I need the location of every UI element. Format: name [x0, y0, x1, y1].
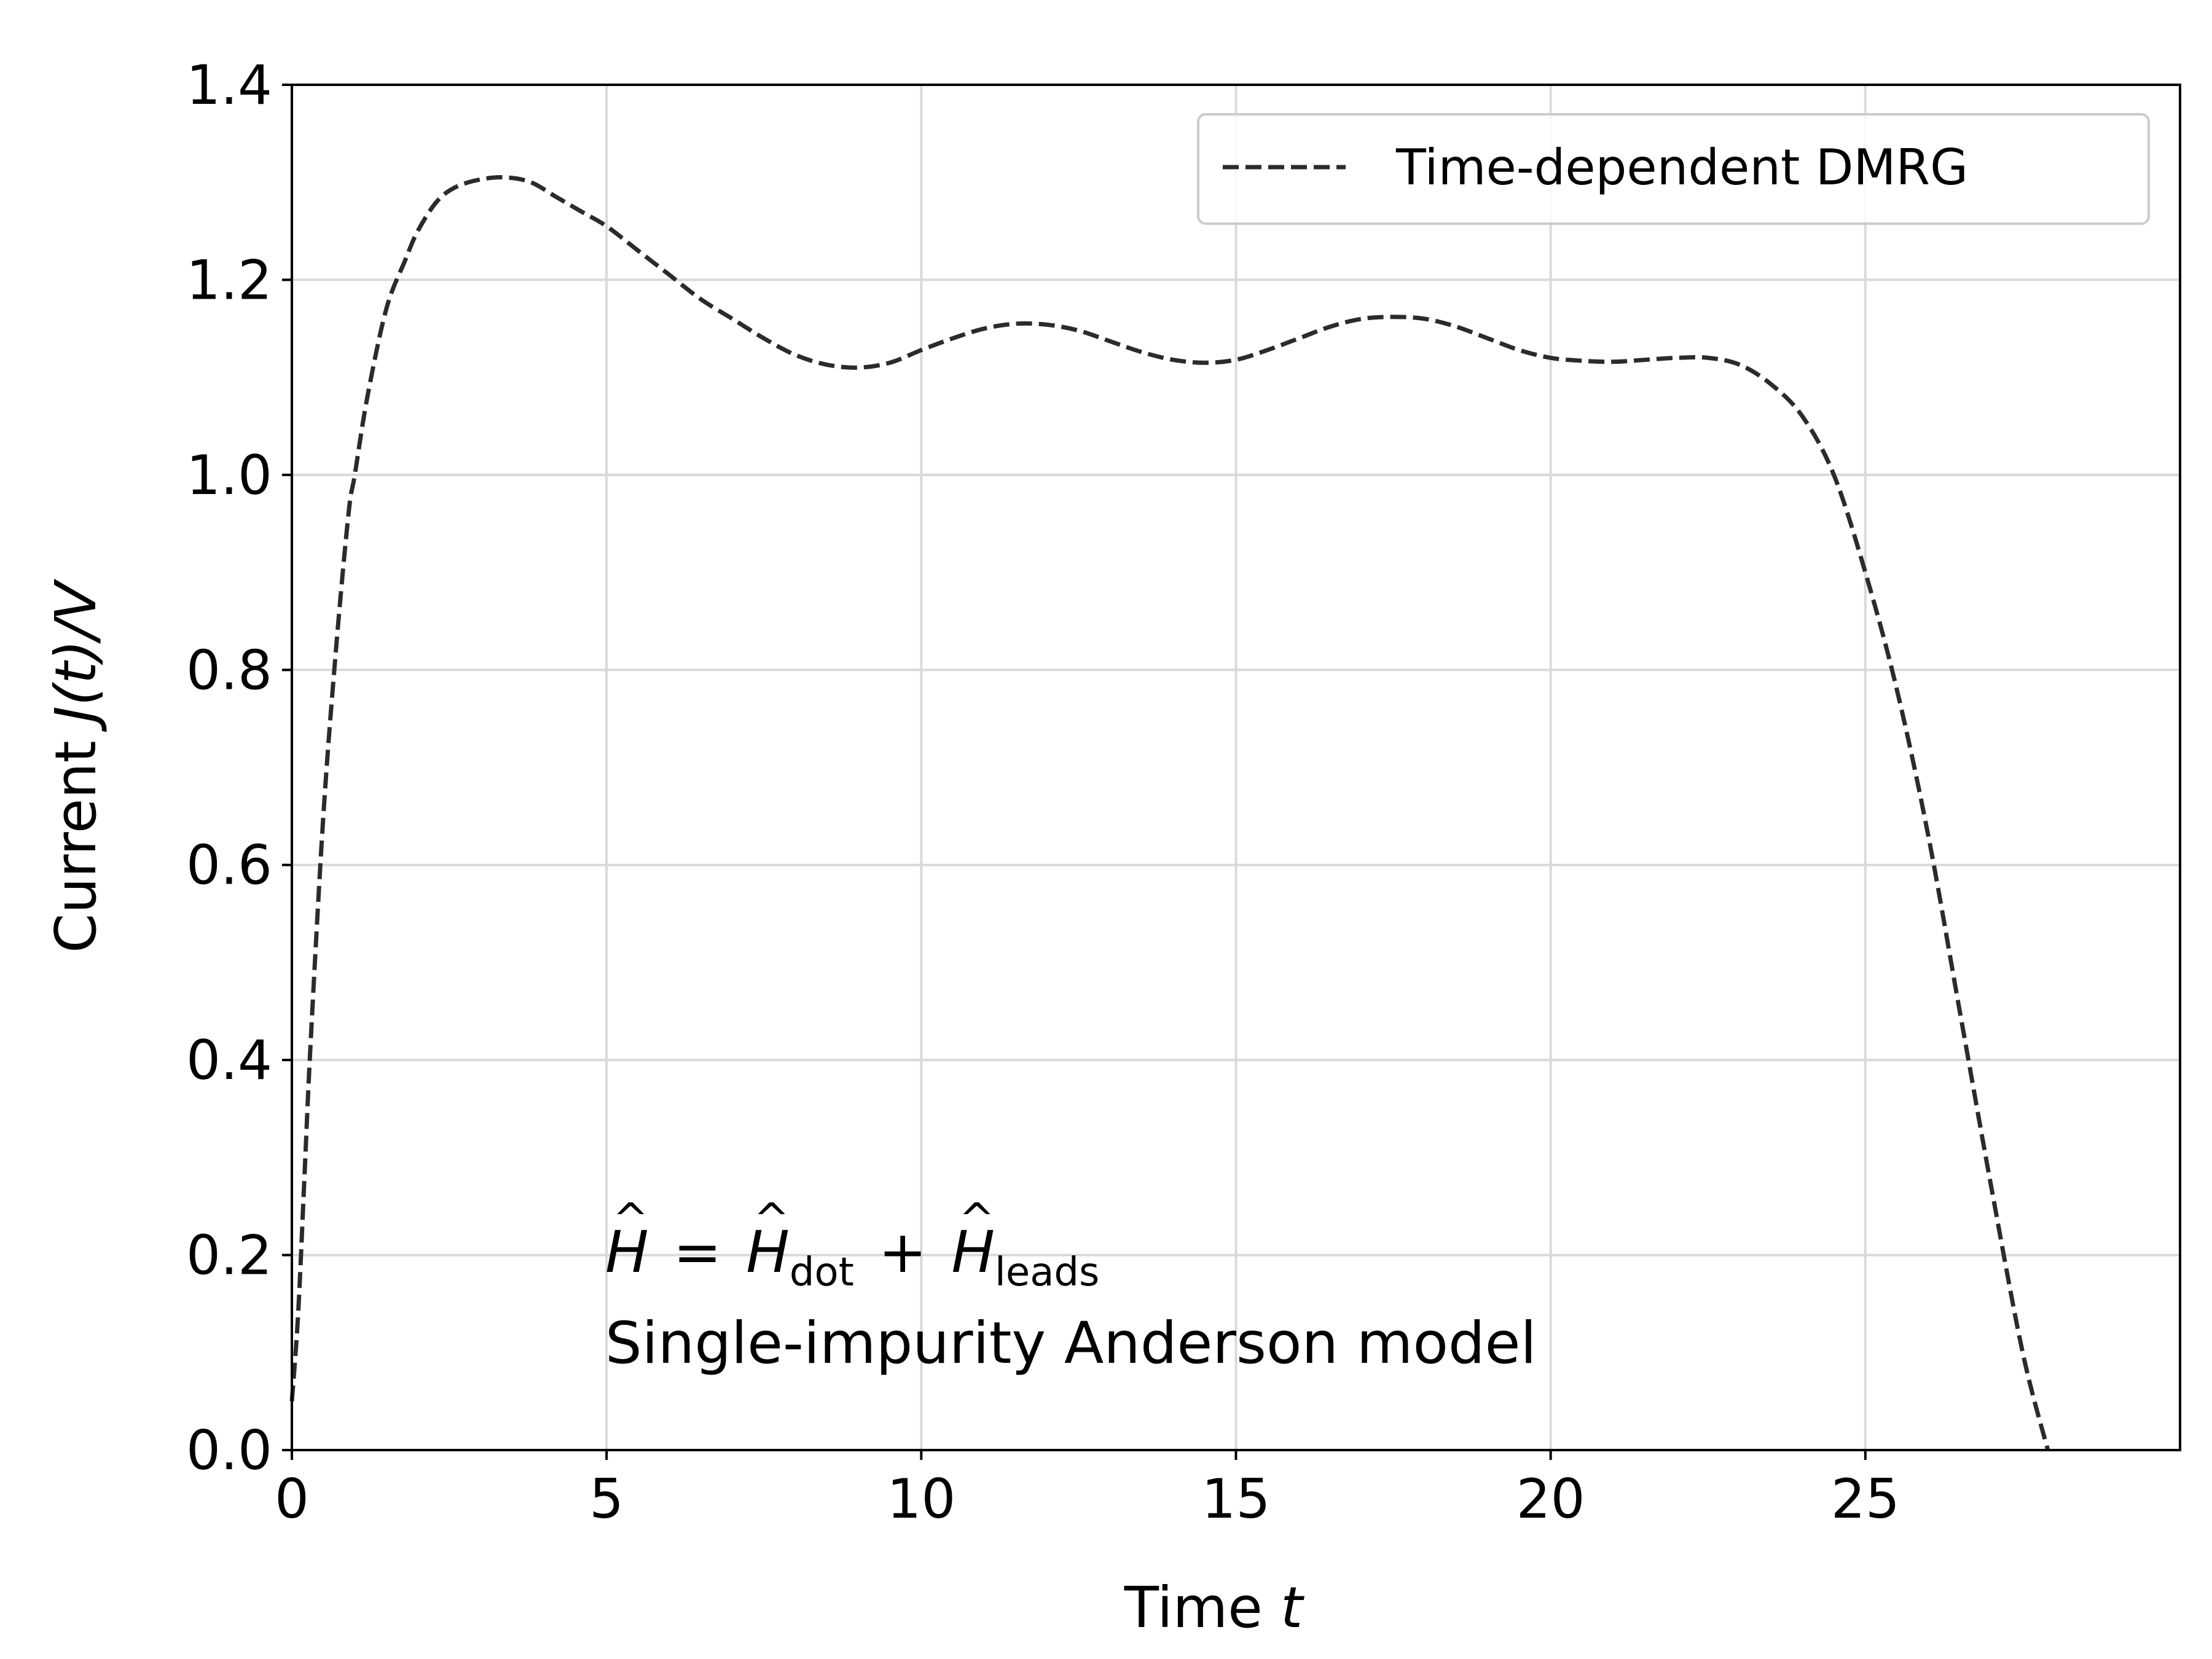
- y-tick-labels: 0.0 0.2 0.4 0.6 0.8 1.0 1.2 1.4: [186, 53, 272, 1482]
- x-tick-label: 0: [275, 1467, 309, 1531]
- y-tick-label: 1.4: [186, 53, 272, 117]
- legend-label-time-dependent-dmrg: Time-dependent DMRG: [1395, 139, 1968, 196]
- series-layer: [289, 175, 2050, 1451]
- x-axis-label-var: t: [1281, 1575, 1304, 1641]
- plot-area: [282, 84, 2181, 1460]
- eq-sub1: dot: [790, 1250, 854, 1295]
- x-axis-label: Time t: [1124, 1575, 1304, 1641]
- eq-lhs: H: [605, 1219, 649, 1286]
- eq-term1: H: [746, 1219, 790, 1286]
- hat-accent: ^: [753, 1194, 790, 1244]
- y-tick-label: 0.8: [186, 638, 272, 702]
- hat-accent: ^: [959, 1194, 995, 1244]
- y-tick-label: 0.2: [186, 1224, 272, 1287]
- annotation-equation: H = Hdot + Hleads: [605, 1219, 1099, 1300]
- y-axis-label-prefix: Current: [43, 723, 109, 953]
- equation-hats: ^ ^ ^: [613, 1194, 995, 1244]
- x-tick-label: 25: [1831, 1467, 1900, 1531]
- eq-equals: =: [673, 1219, 722, 1286]
- y-tick-label: 1.0: [186, 444, 272, 507]
- y-tick-label: 0.6: [186, 834, 272, 897]
- legend-box: [1197, 113, 2150, 225]
- annotation-model-label: Single-impurity Anderson model: [605, 1310, 1537, 1377]
- y-axis-label: Current J(t)/V: [43, 578, 109, 953]
- x-tick-label: 15: [1202, 1467, 1271, 1531]
- x-tick-labels: 0 5 10 15 20 25: [275, 1467, 1900, 1531]
- annotation: H = Hdot + Hleads ^ ^ ^ Single-impurity An…: [605, 1194, 1537, 1377]
- x-tick-label: 20: [1516, 1467, 1585, 1531]
- legend: Time-dependent DMRG: [1197, 113, 2150, 225]
- y-tick-label: 1.2: [186, 248, 272, 312]
- eq-term2: H: [951, 1219, 995, 1286]
- hat-accent: ^: [613, 1194, 649, 1244]
- y-tick-label: 0.4: [186, 1029, 272, 1092]
- tick-marks: [282, 84, 1867, 1460]
- y-tick-label: 0.0: [186, 1419, 272, 1482]
- eq-plus: +: [879, 1219, 927, 1286]
- x-tick-label: 10: [887, 1467, 955, 1531]
- series-line-time-dependent-dmrg: [289, 175, 2050, 1451]
- y-axis-label-math: J(t)/V: [43, 578, 109, 732]
- eq-sub2: leads: [995, 1250, 1099, 1295]
- x-tick-label: 5: [589, 1467, 624, 1531]
- x-axis-label-prefix: Time: [1124, 1575, 1281, 1641]
